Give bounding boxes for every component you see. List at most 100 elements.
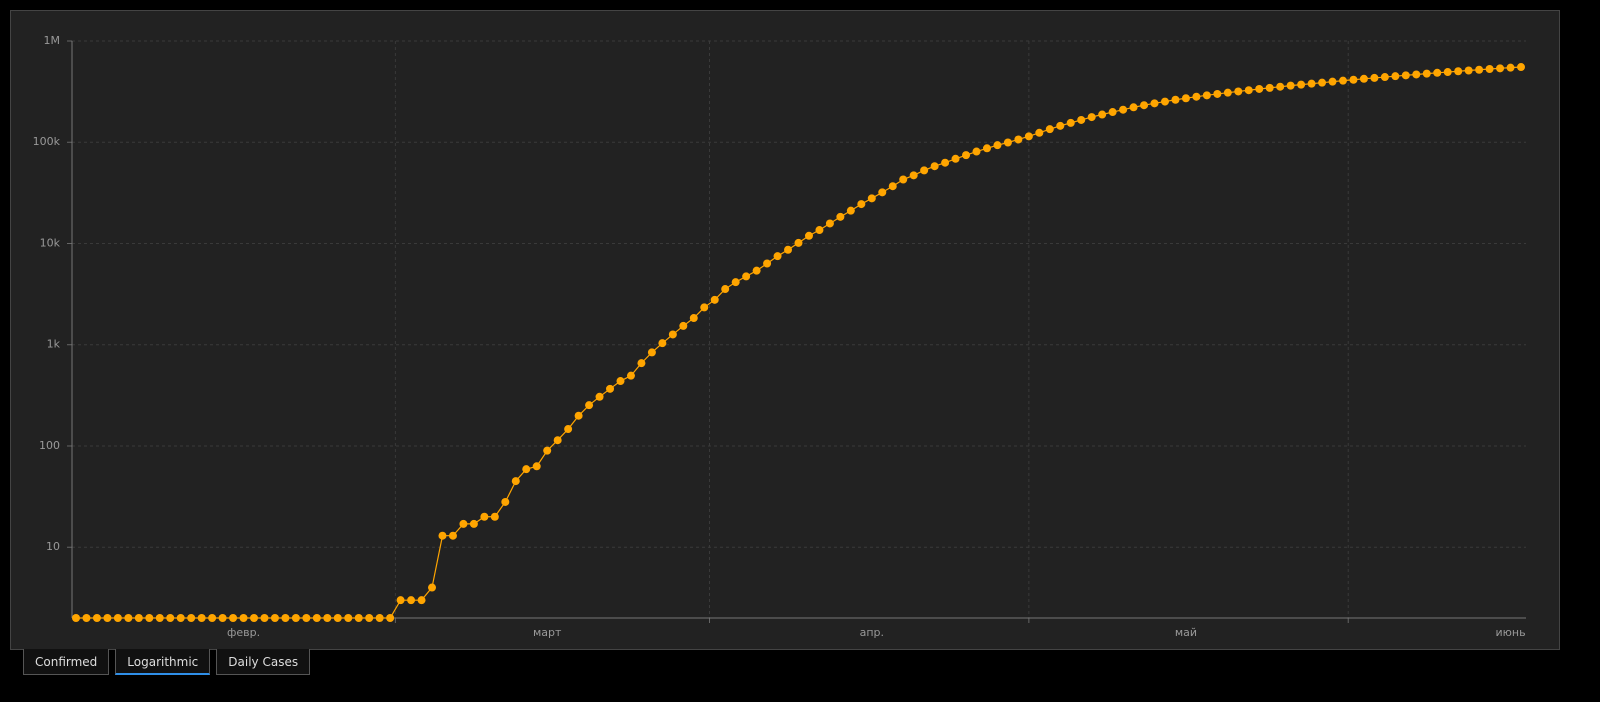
point [501, 497, 510, 506]
point [176, 614, 185, 622]
point [155, 614, 164, 622]
point [815, 226, 824, 235]
y-tick-label: 10 [46, 540, 60, 553]
point [1192, 92, 1201, 101]
chart-panel: 10 100 1k 10k 100k 1M февр. март апр. май июнь [10, 10, 1560, 650]
point [867, 194, 876, 203]
point [208, 614, 217, 622]
point [302, 614, 311, 622]
point [1066, 118, 1075, 127]
point [679, 321, 688, 330]
point [1077, 115, 1086, 124]
point [323, 614, 332, 622]
point [930, 162, 939, 171]
point [1307, 79, 1316, 88]
point [312, 614, 321, 622]
point [490, 512, 499, 521]
point [1328, 77, 1337, 86]
point [689, 314, 698, 323]
point [1129, 103, 1138, 112]
point [1181, 94, 1190, 103]
point [1255, 84, 1264, 93]
point [1234, 87, 1243, 96]
point [1349, 75, 1358, 84]
point [1056, 121, 1065, 130]
point [658, 339, 667, 348]
point [344, 614, 353, 622]
point [1087, 113, 1096, 122]
point [438, 531, 447, 540]
point [878, 188, 887, 197]
point [668, 330, 677, 339]
point [1454, 67, 1463, 76]
point [365, 614, 374, 622]
point [428, 583, 437, 592]
point [1213, 89, 1222, 98]
point [113, 614, 122, 622]
point [229, 614, 238, 622]
tab[interactable]: Daily Cases [216, 649, 311, 675]
point [972, 147, 981, 156]
point [1265, 83, 1274, 92]
point [846, 206, 855, 215]
point [1003, 138, 1012, 147]
point [721, 285, 730, 294]
point [1098, 110, 1107, 119]
point [700, 303, 709, 312]
chart: 10 100 1k 10k 100k 1M февр. март апр. май июнь [33, 34, 1526, 639]
point [920, 166, 929, 175]
point [616, 377, 625, 386]
tab[interactable]: Confirmed [23, 649, 110, 675]
point [1401, 71, 1410, 80]
point [407, 596, 416, 605]
tab-bar: Confirmed Logarithmic Daily Cases [23, 649, 311, 675]
point [1485, 65, 1494, 74]
point [1359, 74, 1368, 83]
point [260, 614, 269, 622]
point [1338, 76, 1347, 85]
point [710, 295, 719, 304]
point [1443, 68, 1452, 77]
point [1150, 99, 1159, 108]
x-tick-label: март [533, 626, 562, 639]
point [1433, 68, 1442, 77]
point [134, 614, 143, 622]
tab[interactable]: Logarithmic [115, 649, 211, 675]
point [448, 531, 457, 540]
point [804, 231, 813, 240]
point [606, 384, 615, 393]
point [574, 411, 583, 420]
point [1391, 72, 1400, 81]
point [1475, 65, 1484, 74]
point [480, 512, 489, 521]
point [1318, 78, 1327, 87]
point [375, 614, 384, 622]
point [543, 446, 552, 455]
point [993, 141, 1002, 150]
point [1276, 82, 1285, 91]
point [281, 614, 290, 622]
x-tick-label: май [1175, 626, 1197, 639]
point [962, 151, 971, 160]
point [731, 278, 740, 287]
point [250, 614, 259, 622]
point [773, 252, 782, 261]
point [239, 614, 248, 622]
point [386, 614, 395, 622]
point [1380, 73, 1389, 82]
point [532, 462, 541, 471]
point [1171, 95, 1180, 104]
point [197, 614, 206, 622]
point [1244, 86, 1253, 95]
point [1506, 63, 1515, 72]
point [982, 144, 991, 153]
point [553, 436, 562, 445]
point [1160, 97, 1169, 106]
point [1140, 101, 1149, 110]
y-tick-label: 100 [39, 439, 60, 452]
point [888, 182, 897, 191]
point [585, 401, 594, 410]
point [1119, 105, 1128, 114]
point [1108, 108, 1117, 117]
